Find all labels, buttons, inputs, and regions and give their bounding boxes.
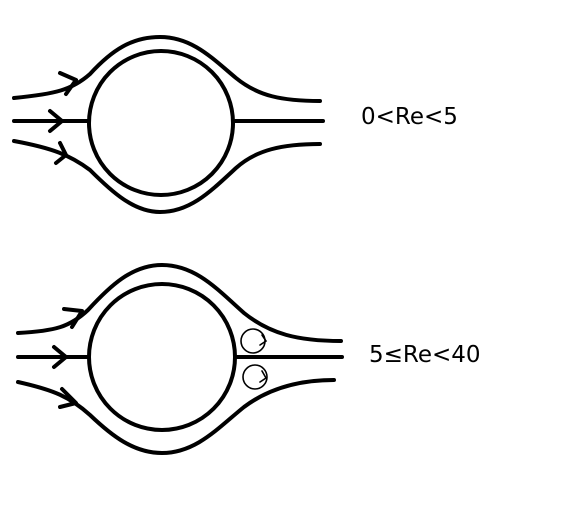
reynolds-range-label-2: 5≤Re<40: [369, 342, 481, 368]
arrow-head-lower: [58, 387, 78, 409]
wake-vortex-upper: [240, 328, 268, 354]
streamline-upper: [12, 35, 322, 103]
cylinder: [87, 282, 237, 432]
arrow-head-upper: [58, 71, 78, 96]
panel-low-re: [12, 35, 325, 214]
streamline-lower: [12, 139, 322, 214]
cylinder: [87, 49, 235, 197]
arrow-head-center: [52, 345, 68, 369]
arrow-head-center: [48, 109, 64, 133]
reynolds-range-label-1: 0<Re<5: [361, 104, 458, 130]
arrow-head-lower: [54, 141, 68, 165]
streamline-upper: [16, 263, 343, 343]
arrow-head-upper: [62, 307, 84, 329]
panel-mid-re: [16, 263, 344, 455]
wake-vortex-lower: [242, 364, 268, 390]
